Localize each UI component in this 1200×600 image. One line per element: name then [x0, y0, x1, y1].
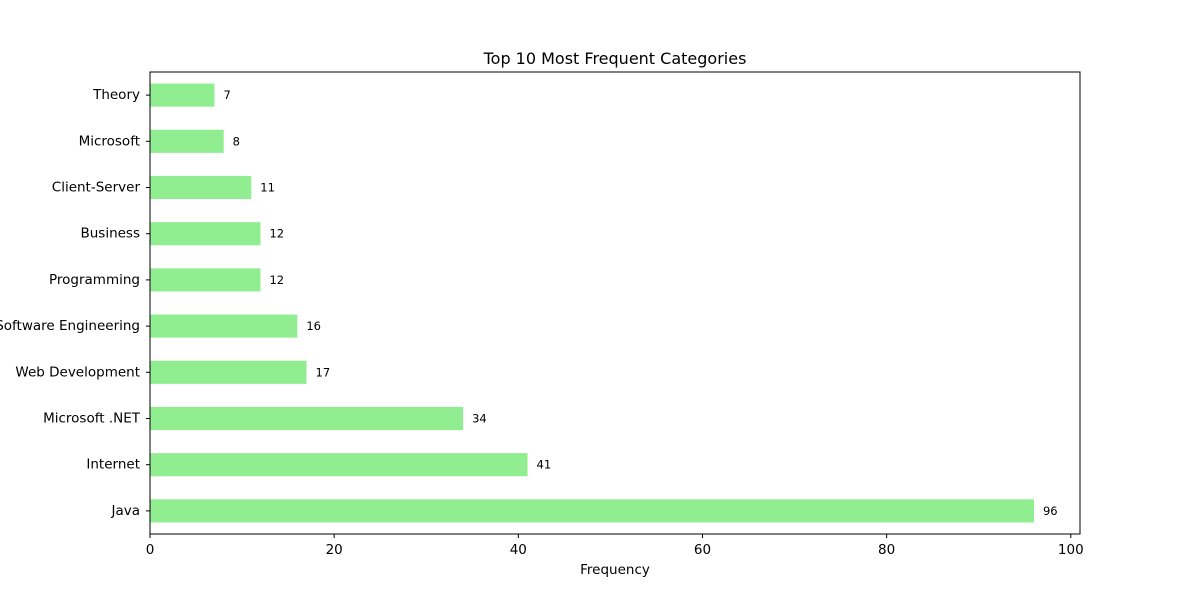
bar-software-engineering	[150, 314, 298, 338]
data-label: 11	[260, 181, 275, 195]
y-tick-label: Microsoft	[79, 133, 140, 149]
plot-frame	[149, 71, 1081, 535]
bar-web-development	[150, 360, 307, 384]
bar-internet	[150, 453, 528, 477]
x-tick-label: 80	[878, 542, 895, 558]
bar-client-server	[150, 175, 252, 200]
x-axis-title: Frequency	[580, 562, 650, 578]
data-labels-layer: 96 41 34 17 16 12 12 11 8 7	[223, 88, 1057, 518]
x-tick-label: 60	[694, 542, 711, 558]
chart-title: Top 10 Most Frequent Categories	[483, 49, 747, 68]
data-label: 34	[472, 412, 487, 426]
y-tick-label: Software Engineering	[0, 318, 140, 334]
y-tick-label: Business	[80, 226, 140, 242]
bar-java	[150, 499, 1034, 523]
data-label: 8	[233, 134, 240, 148]
x-tick-label: 0	[146, 542, 155, 558]
data-label: 12	[269, 227, 284, 241]
bar-programming	[150, 268, 261, 292]
y-axis: Java Internet Microsoft .NET Web Developmen…	[0, 87, 150, 519]
y-tick-label: Programming	[49, 272, 140, 288]
y-tick-label: Client-Server	[52, 180, 141, 196]
y-tick-label: Microsoft .NET	[43, 411, 141, 427]
bar-microsoft	[150, 129, 224, 153]
bar-theory	[150, 83, 215, 107]
bar-business	[150, 222, 261, 246]
bars-layer	[150, 83, 1034, 523]
data-label: 41	[537, 458, 552, 472]
y-tick-label: Internet	[86, 457, 140, 473]
x-tick-label: 100	[1058, 542, 1084, 558]
x-tick-label: 20	[326, 542, 343, 558]
data-label: 12	[269, 273, 284, 287]
x-tick-label: 40	[510, 542, 527, 558]
y-tick-label: Java	[110, 503, 140, 519]
data-label: 96	[1043, 504, 1058, 518]
data-label: 17	[316, 365, 331, 379]
y-tick-label: Theory	[92, 87, 140, 103]
y-tick-label: Web Development	[15, 364, 140, 380]
data-label: 7	[223, 88, 230, 102]
data-label: 16	[306, 319, 321, 333]
bar-microsoft-net	[150, 406, 464, 431]
x-axis: 0 20 40 60 80 100	[146, 534, 1084, 558]
